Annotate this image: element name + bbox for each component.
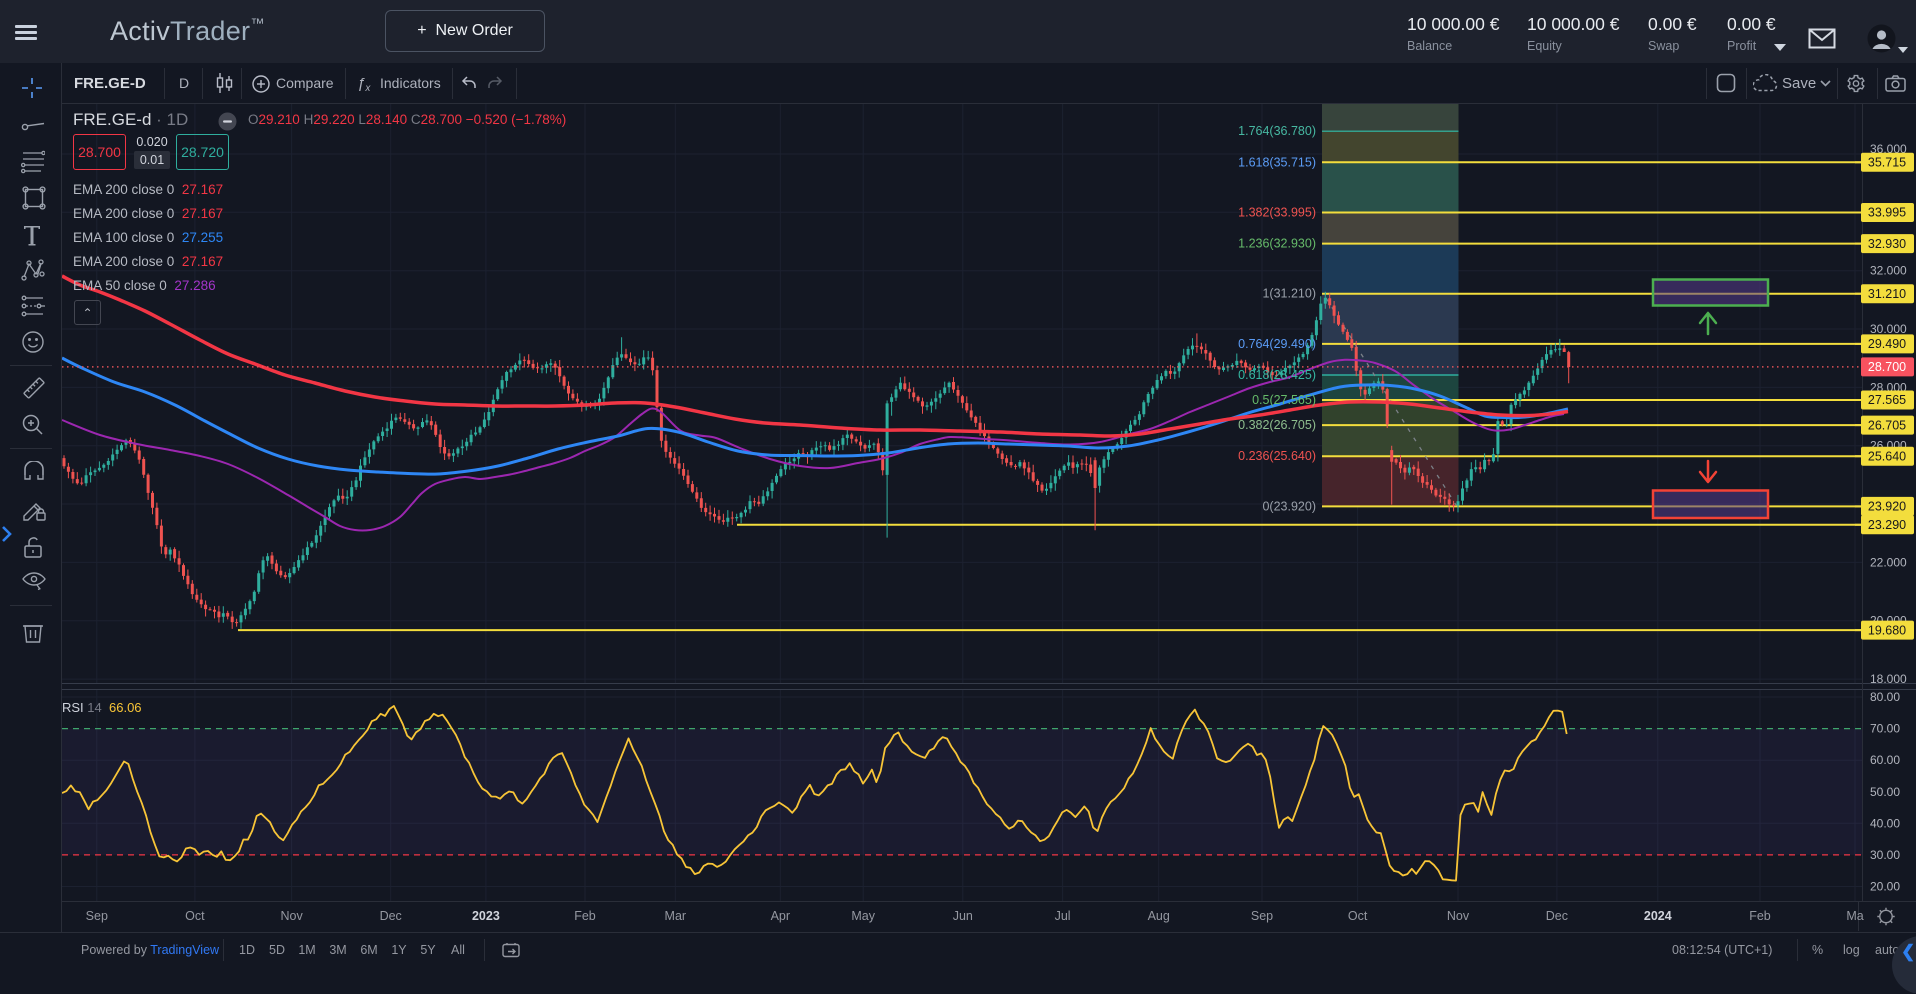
svg-text:0(23.920): 0(23.920) [1262, 499, 1316, 513]
svg-text:70.00: 70.00 [1870, 722, 1900, 736]
svg-text:Aug: Aug [1148, 909, 1170, 923]
svg-text:Nov: Nov [1447, 909, 1470, 923]
svg-text:23.920: 23.920 [1868, 500, 1906, 514]
svg-text:27.565: 27.565 [1868, 393, 1906, 407]
svg-text:Jul: Jul [1055, 909, 1071, 923]
svg-text:1.764(36.780): 1.764(36.780) [1238, 124, 1316, 138]
svg-text:1(31.210): 1(31.210) [1262, 287, 1316, 301]
svg-text:29.490: 29.490 [1868, 337, 1906, 351]
svg-text:32.930: 32.930 [1868, 237, 1906, 251]
svg-text:2023: 2023 [472, 909, 500, 923]
svg-text:28.700: 28.700 [1868, 360, 1906, 374]
svg-text:60.00: 60.00 [1870, 753, 1900, 767]
svg-text:Sep: Sep [86, 909, 108, 923]
svg-text:1.618(35.715): 1.618(35.715) [1238, 155, 1316, 169]
svg-text:Feb: Feb [574, 909, 596, 923]
svg-text:Apr: Apr [771, 909, 790, 923]
svg-text:Mar: Mar [665, 909, 687, 923]
svg-text:0.764(29.490): 0.764(29.490) [1238, 337, 1316, 351]
svg-text:32.000: 32.000 [1870, 264, 1907, 278]
svg-text:Feb: Feb [1749, 909, 1771, 923]
svg-text:36.000: 36.000 [1870, 142, 1907, 156]
svg-text:33.995: 33.995 [1868, 206, 1906, 220]
svg-text:May: May [851, 909, 875, 923]
svg-text:Dec: Dec [380, 909, 402, 923]
svg-text:Oct: Oct [1348, 909, 1368, 923]
svg-text:Dec: Dec [1546, 909, 1568, 923]
svg-text:0.382(26.705): 0.382(26.705) [1238, 418, 1316, 432]
svg-text:26.705: 26.705 [1868, 418, 1906, 432]
svg-text:25.640: 25.640 [1868, 449, 1906, 463]
svg-text:Sep: Sep [1251, 909, 1273, 923]
svg-text:0.5(27.565): 0.5(27.565) [1252, 393, 1316, 407]
svg-text:1.236(32.930): 1.236(32.930) [1238, 237, 1316, 251]
svg-text:Oct: Oct [185, 909, 205, 923]
svg-text:23.290: 23.290 [1868, 518, 1906, 532]
svg-text:0.236(25.640): 0.236(25.640) [1238, 449, 1316, 463]
svg-text:Ma: Ma [1846, 909, 1863, 923]
svg-text:2024: 2024 [1644, 909, 1672, 923]
svg-text:1.382(33.995): 1.382(33.995) [1238, 206, 1316, 220]
svg-text:22.000: 22.000 [1870, 555, 1907, 569]
svg-text:31.210: 31.210 [1868, 287, 1906, 301]
svg-text:20.00: 20.00 [1870, 880, 1900, 894]
svg-text:0.618(28.425): 0.618(28.425) [1238, 368, 1316, 382]
svg-text:80.00: 80.00 [1870, 690, 1900, 704]
svg-text:Jun: Jun [953, 909, 973, 923]
svg-text:35.715: 35.715 [1868, 156, 1906, 170]
svg-text:30.00: 30.00 [1870, 848, 1900, 862]
svg-text:Nov: Nov [280, 909, 303, 923]
svg-text:50.00: 50.00 [1870, 785, 1900, 799]
svg-text:30.000: 30.000 [1870, 322, 1907, 336]
svg-text:40.00: 40.00 [1870, 816, 1900, 830]
svg-text:19.680: 19.680 [1868, 623, 1906, 637]
svg-text:18.000: 18.000 [1870, 672, 1907, 686]
